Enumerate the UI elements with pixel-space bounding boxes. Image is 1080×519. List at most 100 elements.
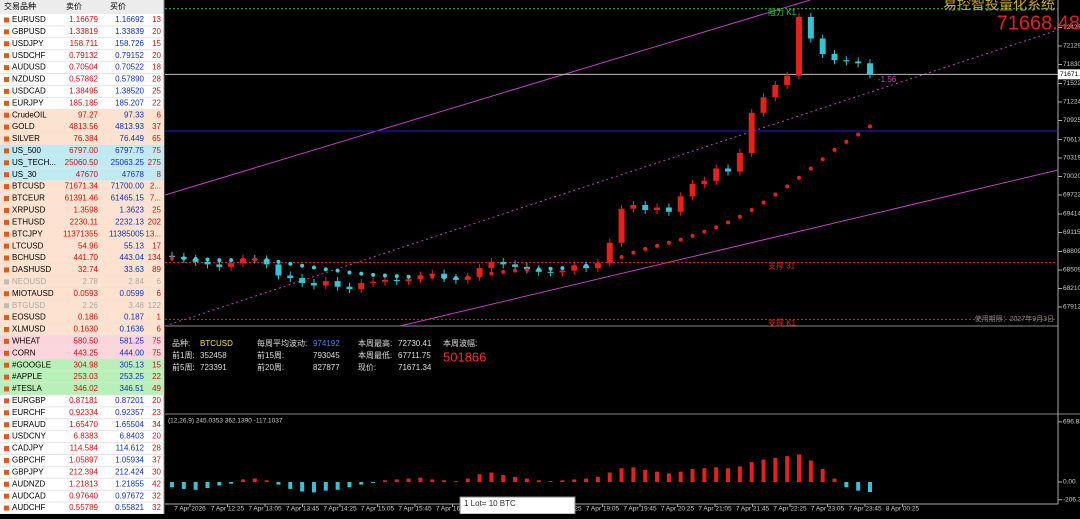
time-label: 7 Apr 20:25: [661, 506, 695, 513]
symbol[interactable]: US_TECH...: [12, 158, 56, 167]
symbol[interactable]: BTCEUR: [12, 194, 45, 203]
spread: 6: [157, 325, 162, 334]
symbol[interactable]: EOSUSD: [12, 313, 46, 322]
symbol[interactable]: AUDCHF: [12, 503, 45, 512]
price-label: 68509.3: [1063, 267, 1080, 274]
symbol[interactable]: GBPCHF: [12, 456, 45, 465]
symbol[interactable]: NZDUSD: [12, 75, 46, 84]
symbol[interactable]: BTGUSD: [12, 301, 46, 310]
info-value: 501866: [443, 349, 486, 364]
ma-dot: [418, 274, 423, 279]
row-icon: [4, 374, 9, 380]
symbol[interactable]: GBPJPY: [12, 467, 44, 476]
ma-dot: [501, 269, 506, 274]
bid: 1.33819: [69, 27, 98, 36]
symbol[interactable]: EURJPY: [12, 98, 44, 107]
symbol[interactable]: GOLD: [12, 122, 35, 131]
ask: 444.00: [120, 348, 145, 357]
symbol[interactable]: CADJPY: [12, 444, 44, 453]
spread: 22: [152, 372, 161, 381]
bid: 304.98: [74, 360, 99, 369]
symbol[interactable]: CrudeOIL: [12, 110, 47, 119]
time-label: 7 Apr 23:45: [848, 506, 882, 513]
symbol[interactable]: DASHUSD: [12, 265, 51, 274]
symbol[interactable]: US_30: [12, 170, 37, 179]
symbol[interactable]: AUDCAD: [12, 491, 46, 500]
spread: 8: [157, 170, 162, 179]
symbol[interactable]: MIOTAUSD: [12, 289, 54, 298]
candle: [689, 183, 696, 197]
spread: 20: [152, 396, 161, 405]
ask: 1.05934: [115, 456, 144, 465]
ma-dot: [595, 262, 600, 267]
candle: [665, 207, 672, 212]
spread: 15: [152, 39, 161, 48]
symbol[interactable]: BTCUSD: [12, 182, 45, 191]
row-icon: [4, 196, 9, 202]
symbol[interactable]: BTCJPY: [12, 229, 43, 238]
row-icon: [4, 338, 9, 344]
symbol[interactable]: ETHUSD: [12, 217, 45, 226]
symbol[interactable]: #GOOGLE: [12, 360, 51, 369]
ma-dot: [181, 256, 186, 261]
macd-bar: [595, 476, 600, 482]
time-label: 7 Apr 15:05: [361, 506, 395, 513]
symbol[interactable]: CORN: [12, 348, 36, 357]
symbol[interactable]: USDCAD: [12, 86, 46, 95]
time-label: 7 Apr 23:05: [811, 506, 845, 513]
symbol[interactable]: XLMUSD: [12, 325, 46, 334]
symbol[interactable]: BCHUSD: [12, 253, 46, 262]
bid: 4813.56: [69, 122, 98, 131]
symbol[interactable]: AUDUSD: [12, 63, 46, 72]
macd-bar: [205, 482, 210, 489]
symbol[interactable]: XRPUSD: [12, 206, 46, 215]
symbol[interactable]: LTCUSD: [12, 241, 44, 250]
symbol[interactable]: SILVER: [12, 134, 40, 143]
spread: 13...: [145, 229, 161, 238]
bid: 0.79132: [69, 51, 98, 60]
symbol[interactable]: WHEAT: [12, 336, 40, 345]
ma-dot: [773, 192, 778, 197]
ask: 3.48: [128, 301, 144, 310]
macd-bar: [844, 482, 849, 488]
price-label: 67912.0: [1063, 304, 1080, 311]
level-label: 阻力 K1: [768, 7, 797, 17]
symbol[interactable]: EURGBP: [12, 396, 46, 405]
ma-dot: [264, 258, 269, 263]
macd-bar: [536, 480, 541, 482]
macd-tick-label: 0.00: [1063, 479, 1076, 486]
symbol[interactable]: USDCHF: [12, 51, 45, 60]
symbol[interactable]: EURUSD: [12, 15, 46, 24]
info-key: 本周最低:: [358, 350, 392, 360]
symbol[interactable]: AUDNZD: [12, 479, 46, 488]
symbol[interactable]: NEOUSD: [12, 277, 46, 286]
ma-dot: [607, 259, 612, 264]
bid: 6.8383: [74, 432, 99, 441]
ma-dot: [229, 258, 234, 263]
candle: [855, 61, 862, 64]
ma-dot: [170, 256, 174, 261]
ask: 114.612: [116, 444, 145, 453]
row-icon: [4, 17, 9, 23]
price-label: 69722.0: [1063, 192, 1080, 199]
ma-dot: [868, 124, 872, 129]
symbol[interactable]: GBPUSD: [12, 27, 46, 36]
row-icon: [4, 148, 9, 154]
spread: 28: [152, 444, 161, 453]
row-icon: [4, 76, 9, 82]
time-label: 7 Apr 21:45: [736, 506, 770, 513]
row-icon: [4, 303, 9, 309]
macd-bar: [714, 467, 719, 482]
row-icon: [4, 362, 9, 368]
symbol[interactable]: #TESLA: [12, 384, 42, 393]
ma-dot: [300, 263, 305, 268]
symbol[interactable]: USDCNY: [12, 432, 46, 441]
symbol[interactable]: USDJPY: [12, 39, 44, 48]
symbol[interactable]: US_500: [12, 146, 41, 155]
symbol[interactable]: EURCHF: [12, 408, 45, 417]
bid: 6797.00: [69, 146, 98, 155]
ask: 346.51: [120, 384, 145, 393]
symbol[interactable]: #APPLE: [12, 372, 42, 381]
symbol[interactable]: EURAUD: [12, 420, 46, 429]
macd-bar: [371, 482, 376, 483]
